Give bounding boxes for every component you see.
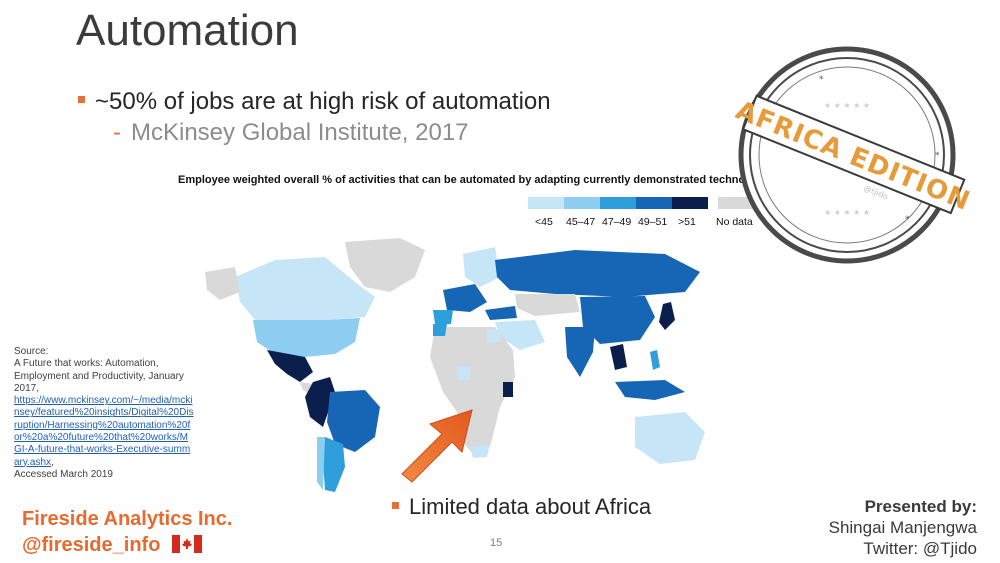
source-comma: , [51,456,54,468]
map-usa [253,318,360,357]
svg-text:*: * [935,151,940,161]
company-handle-text: @fireside_info [22,534,161,556]
legend-swatch-47-49 [600,197,636,209]
map-middle-east [495,320,545,350]
map-kenya [503,382,513,397]
canada-flag-icon [171,534,202,553]
bullet-marker [392,501,399,509]
map-brazil [327,390,380,452]
map-nigeria [457,367,470,380]
africa-edition-stamp: * * * * ★ ★ ★ ★ ★ ★ ★ ★ ★ ★ AFRICA EDITI… [735,46,975,264]
legend-swatch-49-51 [636,197,672,209]
bullet-jobs-risk-text: ~50% of jobs are at high risk of automat… [95,88,551,115]
map-africa [430,327,515,457]
map-argentina [323,437,345,492]
company-name: Fireside Analytics Inc. [22,508,233,530]
legend-swatch-45-47 [564,197,600,209]
dash-marker: - [113,119,121,146]
map-title: Employee weighted overall % of activitie… [178,174,778,186]
presenter-twitter: Twitter: @Tjido [863,539,977,558]
map-egypt [487,330,501,342]
map-alaska [205,267,240,300]
map-japan [659,302,675,330]
map-thailand [610,344,627,370]
legend-label-49-51: 49–51 [638,216,668,228]
map-morocco [433,324,447,336]
map-chile [317,437,325,490]
source-citation: Source: A Future that works: Automation,… [14,346,194,481]
svg-text:*: * [905,215,910,225]
world-map [205,238,705,492]
map-russia [495,250,700,297]
source-accessed: Accessed March 2019 [14,468,113,480]
map-europe-north [463,247,500,287]
legend-swatch-no-data [718,197,754,209]
source-link[interactable]: https://www.mckinsey.com/~/media/mckinse… [14,395,194,468]
page-number: 15 [490,537,503,549]
map-spain [433,310,453,324]
map-mexico [267,350,313,382]
map-india [565,327,595,377]
map-central-asia [515,294,580,316]
map-europe-west [443,284,487,312]
map-australia [635,412,705,464]
legend-label-gt51: >51 [678,216,696,228]
presenter-label: Presented by: [864,497,977,516]
legend-label-45-47: 45–47 [566,216,596,228]
presenter-name: Shingai Manjengwa [828,518,977,537]
bullet-source-sub: - McKinsey Global Institute, 2017 [113,119,469,147]
map-south-africa [470,444,490,458]
bullet-jobs-risk: ~50% of jobs are at high risk of automat… [78,88,551,116]
bullet-source-text: McKinsey Global Institute, 2017 [131,119,469,146]
source-heading: Source: [14,346,49,357]
map-indonesia [615,380,685,400]
map-philippines [650,350,660,370]
map-greenland [345,238,425,292]
legend-label-no-data: No data [716,216,753,228]
svg-text:★ ★ ★ ★ ★: ★ ★ ★ ★ ★ [824,101,870,110]
source-text: A Future that works: Automation, Employm… [14,358,184,394]
bullet-marker [78,96,85,104]
legend-label-lt45: <45 [535,216,553,228]
map-canada [235,257,375,322]
legend-label-47-49: 47–49 [602,216,632,228]
legend-swatch-lt45 [528,197,564,209]
map-colombia-peru [305,377,335,427]
bullet-africa-text: Limited data about Africa [409,494,652,519]
svg-text:*: * [819,75,824,85]
slide-title: Automation [76,6,299,55]
map-china [580,296,655,344]
legend-swatch-gt51 [672,197,708,209]
arrow-pointing-to-africa [401,409,473,483]
map-turkey [485,306,517,320]
company-handle: @fireside_info [22,534,202,557]
bullet-africa: Limited data about Africa [392,494,651,520]
svg-text:★ ★ ★ ★ ★: ★ ★ ★ ★ ★ [824,208,870,217]
